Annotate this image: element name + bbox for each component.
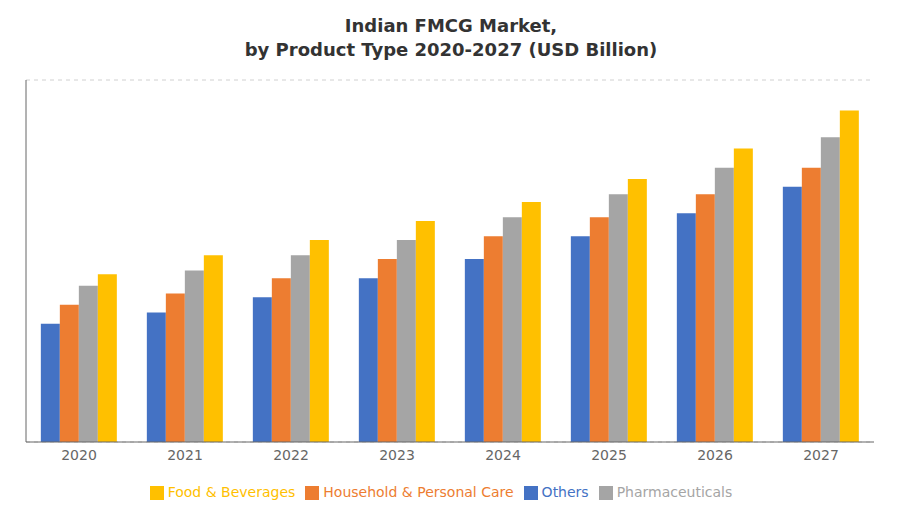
svg-text:2025: 2025 — [591, 447, 627, 463]
html-text:Food & Beverages: Food & Beverages — [167, 484, 296, 500]
svg-text:2023: 2023 — [379, 447, 415, 463]
svg-text:2021: 2021 — [167, 447, 203, 463]
svg-text:2020: 2020 — [61, 447, 97, 463]
html-text:by Product Type 2020-2027 (USD: by Product Type 2020-2027 (USD Billion) — [244, 39, 658, 60]
html-text:Others: Others — [541, 484, 589, 500]
svg-text:2022: 2022 — [273, 447, 309, 463]
html-text:Household & Personal Care: Household & Personal Care — [323, 484, 514, 500]
html-text:Indian FMCG Market,: Indian FMCG Market, — [344, 15, 558, 36]
html-text:Pharmaceuticals: Pharmaceuticals — [616, 484, 733, 500]
svg-text:2026: 2026 — [697, 447, 733, 463]
svg-text:2024: 2024 — [485, 447, 521, 463]
svg-text:2027: 2027 — [803, 447, 839, 463]
